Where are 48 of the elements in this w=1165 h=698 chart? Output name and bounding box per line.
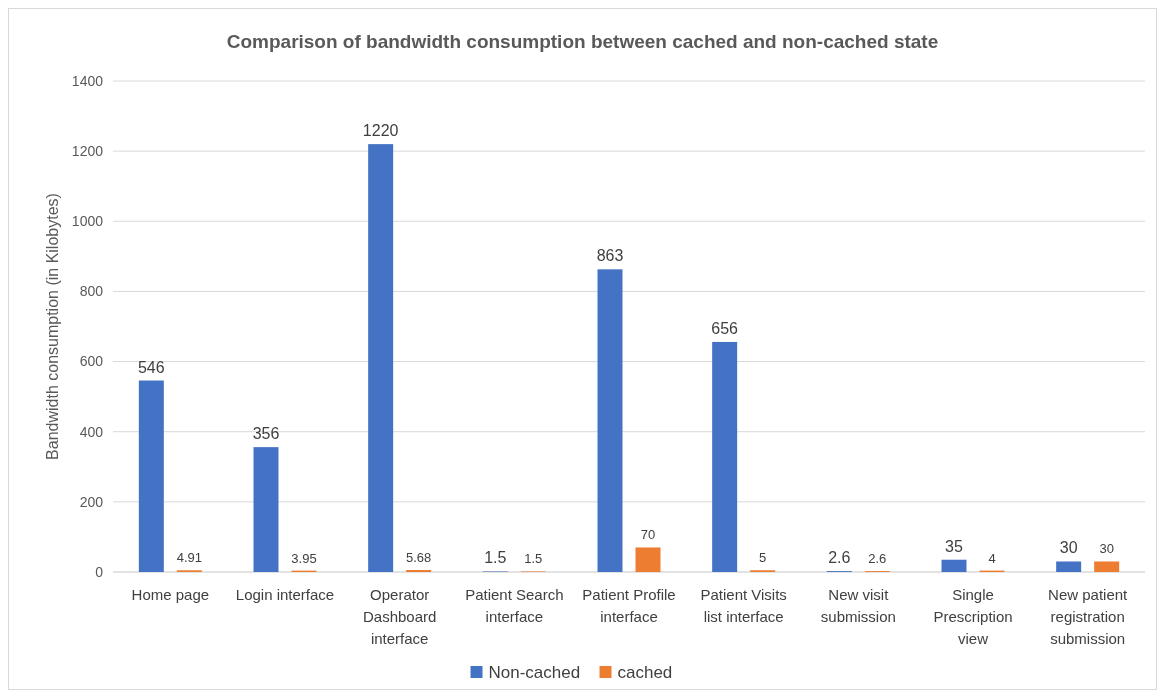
bar <box>635 547 661 572</box>
bar <box>1056 561 1082 572</box>
x-tick-label: Patient Search interface <box>465 586 564 625</box>
y-tick-label: 600 <box>79 353 104 370</box>
data-label: 30 <box>1059 539 1078 557</box>
x-tick-label: Login interface <box>235 586 335 603</box>
data-label: 1.5 <box>484 549 507 567</box>
data-label: 5.68 <box>406 550 432 566</box>
x-tick-label: Patient Profile interface <box>582 586 676 625</box>
bar <box>138 380 164 572</box>
data-label: 863 <box>596 247 624 265</box>
data-label: 2.6 <box>868 551 887 567</box>
data-label: 30 <box>1099 541 1114 557</box>
data-label: 70 <box>640 527 656 543</box>
x-tick-label: Patient Visits list interface <box>700 586 787 625</box>
data-label: 5 <box>759 550 767 566</box>
bar <box>597 269 623 572</box>
legend-label: Non-cached <box>488 662 581 682</box>
legend-label: cached <box>617 662 673 682</box>
y-tick-label: 800 <box>79 283 104 300</box>
y-tick-label: 1200 <box>71 143 104 160</box>
chart-title: Comparison of bandwidth consumption between cached and non-cached state <box>226 31 939 52</box>
data-label: 1220 <box>362 122 399 140</box>
x-tick-label: Single Prescription view <box>933 586 1013 647</box>
bar <box>368 144 394 572</box>
data-label: 356 <box>252 425 280 443</box>
y-tick-label: 1400 <box>71 72 104 89</box>
x-tick-label: New visit submission <box>820 586 896 625</box>
data-label: 1.5 <box>524 551 543 567</box>
bar <box>941 559 967 572</box>
y-tick-label: 0 <box>95 563 104 580</box>
x-tick-label: Operator Dashboard interface <box>362 586 437 647</box>
bar <box>712 341 738 572</box>
data-label: 4 <box>988 550 996 566</box>
data-label: 35 <box>945 537 963 555</box>
x-tick-label: New patient registration submission <box>1048 586 1129 647</box>
y-tick-label: 1000 <box>71 213 104 230</box>
y-axis-title: Bandwidth consumption (in Kilobytes) <box>44 193 61 460</box>
data-label: 656 <box>711 319 739 337</box>
data-label: 2.6 <box>828 549 851 567</box>
data-label: 3.95 <box>291 550 317 566</box>
y-tick-label: 200 <box>79 493 104 510</box>
bar <box>1094 561 1120 572</box>
x-tick-label: Home page <box>131 586 210 603</box>
bar <box>253 447 279 572</box>
data-label: 546 <box>137 358 165 376</box>
data-label: 4.91 <box>176 550 202 566</box>
y-tick-label: 400 <box>79 423 104 440</box>
